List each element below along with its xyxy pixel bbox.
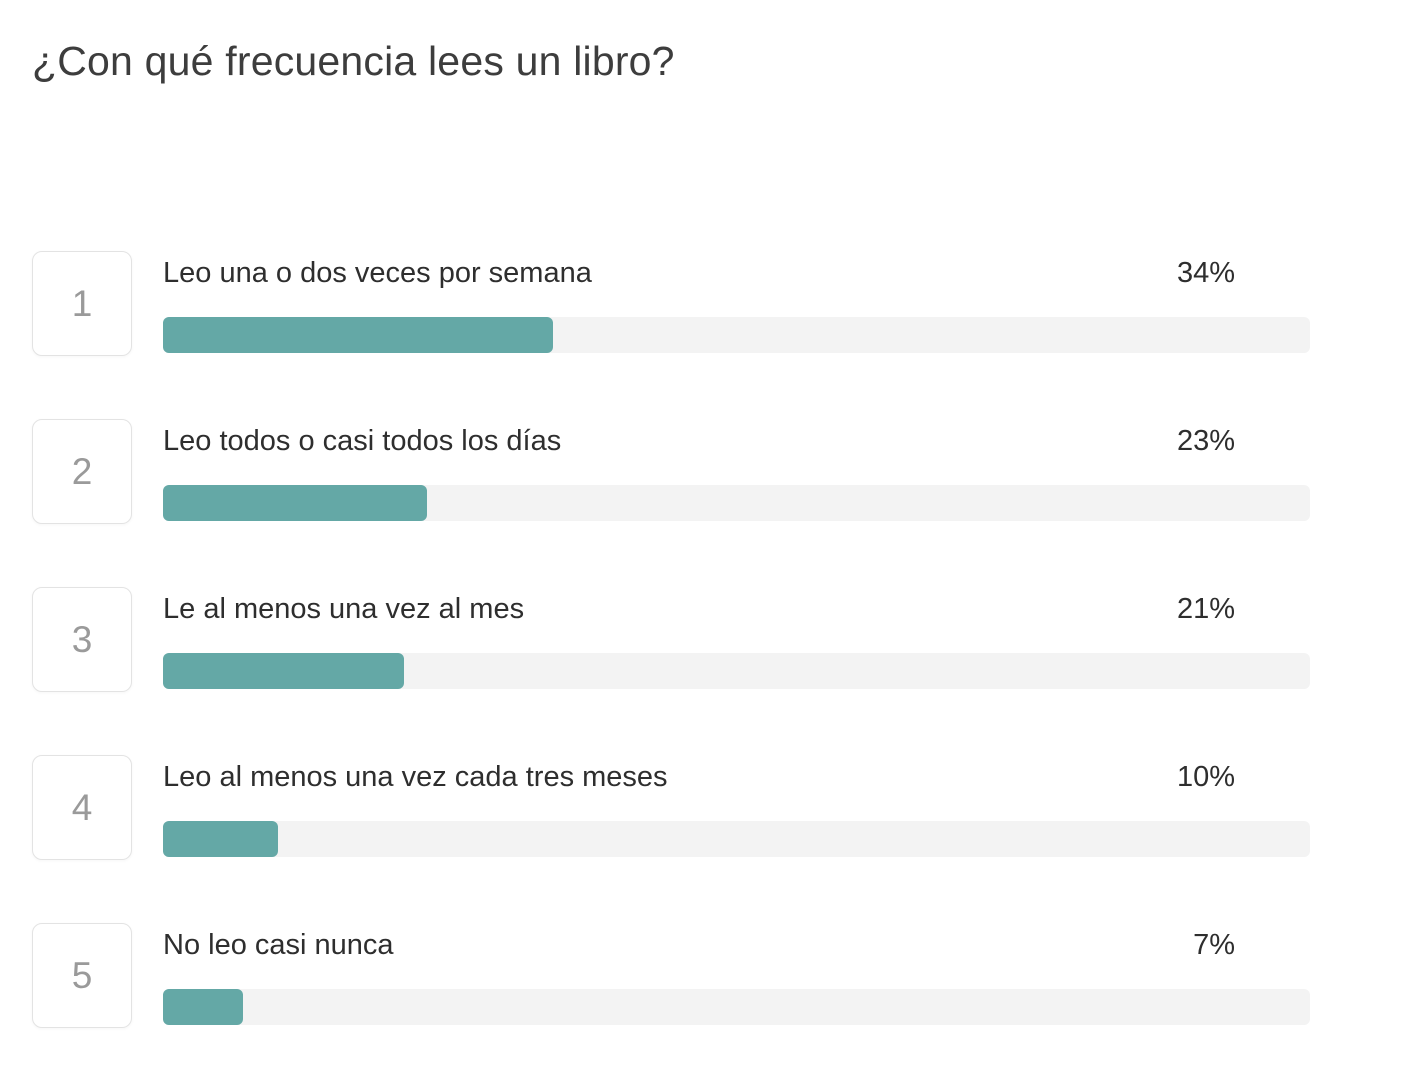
- results-list: 1 Leo una o dos veces por semana 34% 2 L…: [32, 251, 1420, 1028]
- bar-track: [163, 989, 1310, 1025]
- result-content: No leo casi nunca 7%: [163, 923, 1310, 1025]
- rank-number: 1: [71, 282, 93, 324]
- result-content: Leo una o dos veces por semana 34%: [163, 251, 1310, 353]
- answer-label: Leo una o dos veces por semana: [163, 257, 592, 289]
- result-content: Leo al menos una vez cada tres meses 10%: [163, 755, 1310, 857]
- result-row-4: 4 Leo al menos una vez cada tres meses 1…: [32, 755, 1420, 860]
- result-row-5: 5 No leo casi nunca 7%: [32, 923, 1420, 1028]
- result-content: Leo todos o casi todos los días 23%: [163, 419, 1310, 521]
- page-title: ¿Con qué frecuencia lees un libro?: [32, 38, 675, 84]
- bar-fill: [163, 485, 427, 521]
- rank-badge-3: 3: [32, 587, 132, 692]
- bar-fill: [163, 653, 404, 689]
- answer-label: Leo al menos una vez cada tres meses: [163, 761, 668, 793]
- bar-track: [163, 317, 1310, 353]
- answer-percent: 23%: [1176, 425, 1235, 457]
- bar-fill: [163, 989, 244, 1025]
- answer-label: No leo casi nunca: [163, 929, 394, 961]
- rank-badge-2: 2: [32, 419, 132, 524]
- result-content: Le al menos una vez al mes 21%: [163, 587, 1310, 689]
- bar-track: [163, 821, 1310, 857]
- rank-number: 4: [71, 786, 93, 828]
- rank-number: 3: [71, 618, 93, 660]
- bar-track: [163, 653, 1310, 689]
- rank-badge-1: 1: [32, 251, 132, 356]
- answer-percent: 21%: [1176, 593, 1235, 625]
- answer-label: Leo todos o casi todos los días: [163, 425, 562, 457]
- answer-percent: 7%: [1193, 929, 1235, 961]
- result-row-3: 3 Le al menos una vez al mes 21%: [32, 587, 1420, 692]
- bar-track: [163, 485, 1310, 521]
- result-row-2: 2 Leo todos o casi todos los días 23%: [32, 419, 1420, 524]
- bar-fill: [163, 821, 278, 857]
- answer-label: Le al menos una vez al mes: [163, 593, 525, 625]
- rank-number: 2: [71, 450, 93, 492]
- answer-percent: 10%: [1176, 761, 1235, 793]
- rank-badge-4: 4: [32, 755, 132, 860]
- answer-percent: 34%: [1176, 257, 1235, 289]
- result-row-1: 1 Leo una o dos veces por semana 34%: [32, 251, 1420, 356]
- rank-number: 5: [71, 954, 93, 996]
- bar-fill: [163, 317, 553, 353]
- rank-badge-5: 5: [32, 923, 132, 1028]
